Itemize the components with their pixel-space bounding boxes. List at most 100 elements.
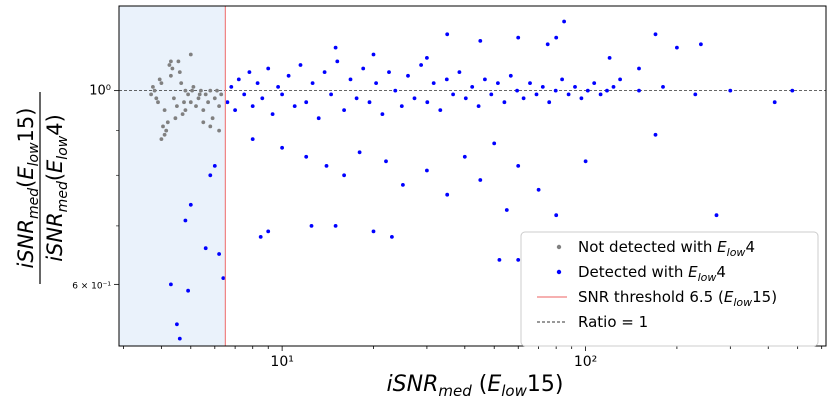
data-point: [203, 92, 208, 97]
data-point: [175, 322, 179, 327]
data-point: [169, 282, 173, 287]
data-point: [201, 120, 206, 125]
data-point: [504, 208, 509, 212]
data-point: [280, 145, 284, 150]
y-tick-label: 10⁰: [89, 84, 111, 99]
data-point: [342, 108, 346, 112]
data-point: [152, 88, 157, 93]
data-point: [212, 96, 217, 101]
data-point: [173, 116, 178, 121]
data-point: [208, 88, 213, 93]
y-tick-label: 6 × 10⁻¹: [72, 281, 111, 291]
data-point: [554, 35, 559, 40]
series-not-detected: [149, 52, 224, 142]
data-point: [637, 66, 641, 71]
data-point: [167, 63, 172, 67]
data-point: [371, 229, 376, 234]
data-point: [219, 92, 224, 97]
data-point: [310, 81, 315, 85]
data-point: [419, 63, 423, 67]
data-point: [233, 108, 238, 112]
data-point: [457, 70, 462, 74]
data-point: [333, 224, 338, 228]
data-point: [316, 116, 321, 121]
data-point: [208, 173, 213, 178]
data-point: [191, 85, 196, 89]
data-point: [348, 77, 353, 82]
data-point: [592, 81, 597, 85]
data-point: [162, 132, 167, 137]
data-point: [188, 202, 193, 207]
legend-label-threshold: SNR threshold 6.5 (Elow15): [578, 288, 777, 309]
data-point: [367, 100, 372, 105]
data-point: [553, 88, 558, 93]
data-point: [693, 92, 698, 97]
data-point: [463, 96, 468, 101]
data-point: [384, 159, 388, 164]
data-point: [661, 85, 665, 89]
data-point: [476, 104, 481, 108]
data-point: [554, 213, 559, 218]
data-point: [605, 88, 609, 93]
data-point: [203, 246, 208, 251]
data-point: [342, 173, 346, 178]
data-point: [175, 104, 179, 108]
data-point: [438, 108, 443, 112]
data-point: [199, 88, 203, 93]
y-axis-label-numerator: iSNRmed(Elow15): [14, 108, 42, 269]
data-point: [169, 59, 173, 64]
data-point: [225, 100, 230, 105]
data-point: [516, 35, 521, 40]
data-point: [566, 92, 571, 97]
data-point: [179, 81, 184, 85]
data-point: [172, 96, 176, 101]
data-point: [585, 88, 590, 93]
data-point: [183, 88, 188, 93]
data-point: [322, 70, 327, 74]
data-point: [266, 66, 271, 71]
data-point: [215, 88, 219, 93]
data-point: [217, 252, 222, 256]
data-point: [516, 164, 521, 168]
data-point: [250, 104, 255, 108]
data-point: [598, 92, 603, 97]
data-point: [528, 81, 532, 85]
data-point: [412, 96, 417, 101]
data-point: [186, 288, 191, 293]
data-point: [478, 39, 483, 43]
data-point: [399, 104, 404, 108]
data-point: [489, 92, 494, 97]
data-point: [478, 178, 483, 182]
data-point: [387, 70, 391, 74]
data-point: [393, 88, 398, 93]
data-point: [169, 73, 173, 78]
data-point: [188, 52, 193, 57]
data-point: [425, 56, 429, 60]
data-point: [217, 128, 222, 133]
data-point: [699, 42, 703, 47]
data-point: [276, 85, 280, 89]
data-point: [425, 168, 429, 173]
legend-label-ratio: Ratio = 1: [578, 313, 648, 331]
legend-label-detected: Detected with Elow4: [578, 263, 726, 284]
data-point: [445, 32, 450, 37]
data-point: [292, 104, 297, 108]
data-point: [255, 81, 260, 85]
data-point: [361, 66, 366, 71]
plot-frame: [118, 5, 827, 347]
data-point: [157, 77, 162, 82]
data-point: [170, 66, 175, 71]
data-point: [177, 336, 182, 341]
data-point: [492, 141, 497, 146]
data-point: [190, 88, 195, 93]
legend-box: [520, 231, 819, 347]
data-point: [212, 164, 217, 168]
data-point: [611, 85, 616, 89]
data-point: [515, 88, 519, 93]
data-point: [618, 77, 622, 82]
data-point: [333, 45, 338, 50]
data-point: [197, 92, 202, 97]
data-point: [470, 85, 475, 89]
data-point: [508, 73, 513, 78]
